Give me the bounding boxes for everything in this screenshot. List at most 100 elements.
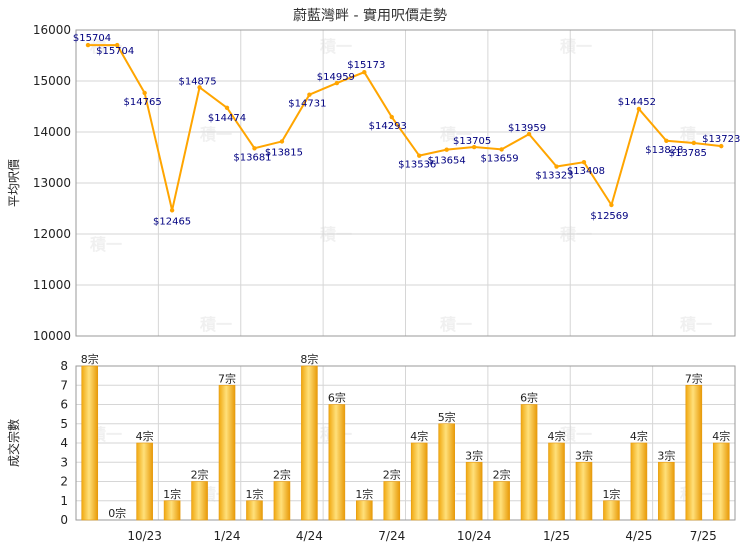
y-tick-label: 2 [60,475,68,489]
price-data-label: $13959 [508,123,546,134]
price-point [526,131,532,137]
bar-data-label: 4宗 [410,429,428,443]
price-data-label: $15704 [96,46,134,57]
bar-data-label: 2宗 [273,468,291,482]
transaction-bar [356,500,373,521]
price-data-label: $13815 [265,147,303,158]
price-point [554,164,559,169]
transaction-bar [273,481,291,521]
price-data-label: $14474 [208,113,246,124]
y-tick-label: 3 [60,455,68,469]
price-point [224,105,230,111]
y-tick-label: 6 [60,398,68,412]
transaction-bar [658,461,675,521]
price-data-label: $14765 [124,97,162,108]
watermark: 積一 [439,125,472,144]
price-line [88,44,722,211]
y-tick-label: 11000 [33,278,71,292]
x-tick-label: 4/24 [296,529,323,543]
price-point [362,69,367,75]
x-tick-label: 1/24 [214,529,241,543]
price-point [85,42,91,48]
price-point [252,146,257,151]
watermark: 積一 [559,37,592,56]
y-tick-label: 12000 [33,227,71,241]
price-data-label: $14293 [369,121,407,132]
y-tick-label: 10000 [33,329,71,343]
transaction-bar [301,365,318,521]
transaction-bar [328,404,346,521]
price-point [691,140,697,146]
price-data-label: $13723 [702,134,740,145]
price-point [719,143,724,149]
bar-data-label: 4宗 [630,429,648,443]
bar-data-label: 2宗 [493,468,511,482]
price-point [197,85,202,90]
price-data-label: $13705 [453,136,491,147]
price-data-label: $14959 [317,72,355,83]
price-data-label: $13659 [481,153,519,164]
transaction-bar [163,500,181,521]
price-data-label: $13323 [535,171,573,182]
x-tick-label: 1/25 [543,529,570,543]
bar-data-label: 1宗 [245,487,263,501]
price-data-label: $12465 [153,216,191,227]
price-data-label: $14875 [178,76,216,87]
transaction-bar [520,404,538,521]
price-data-label: $13681 [233,152,271,163]
watermark: 積一 [679,125,712,144]
price-data-label: $12569 [590,211,628,222]
bar-data-label: 2宗 [383,468,401,482]
y-tick-label: 1 [60,494,68,508]
watermark: 積一 [199,125,232,144]
price-point [581,159,587,165]
price-point [114,42,120,48]
price-point [499,147,504,152]
chart-title: 蔚藍灣畔 - 實用呎價走勢 [293,7,447,24]
bar-data-label: 3宗 [465,448,483,462]
price-point [664,138,669,143]
bar-data-label: 6宗 [520,391,538,405]
transaction-bar [383,481,401,521]
bar-data-label: 4宗 [136,429,154,443]
x-tick-label: 10/23 [127,529,162,543]
price-point [609,202,614,208]
price-point [444,147,449,152]
watermark: 積一 [89,37,122,56]
price-data-label: $13828 [645,145,683,156]
y-tick-label: 0 [60,513,68,527]
price-point [636,106,642,112]
y-axis-label: 平均呎價 [7,159,21,207]
bar-data-label: 3宗 [575,448,593,462]
bar-data-label: 6宗 [328,391,346,405]
transaction-bar [575,461,593,521]
price-point [417,153,422,158]
x-tick-label: 10/24 [457,529,492,543]
x-tick-label: 7/24 [378,529,405,543]
y-tick-label: 7 [60,378,68,392]
price-data-label: $13536 [398,160,436,171]
price-point [389,114,394,120]
y-tick-label: 14000 [33,125,71,139]
y-tick-label: 15000 [33,74,71,88]
bar-data-label: 5宗 [438,410,456,424]
top-plot-frame [75,29,736,337]
y-tick-label: 4 [60,436,68,450]
transaction-bar [493,481,510,521]
bar-data-label: 1宗 [163,487,181,501]
price-point [142,90,147,96]
y-axis-label: 成交宗數 [6,419,21,467]
x-tick-label: 7/25 [690,529,717,543]
bar-data-label: 1宗 [602,487,620,501]
price-data-label: $14452 [618,97,656,108]
x-tick-label: 4/25 [625,529,652,543]
price-point [169,208,175,213]
transaction-bar [712,442,730,521]
y-tick-label: 5 [60,417,68,431]
price-data-label: $13654 [428,156,466,167]
transaction-bar [191,481,208,521]
bar-data-label: 3宗 [657,448,675,462]
transaction-bar [438,423,455,521]
